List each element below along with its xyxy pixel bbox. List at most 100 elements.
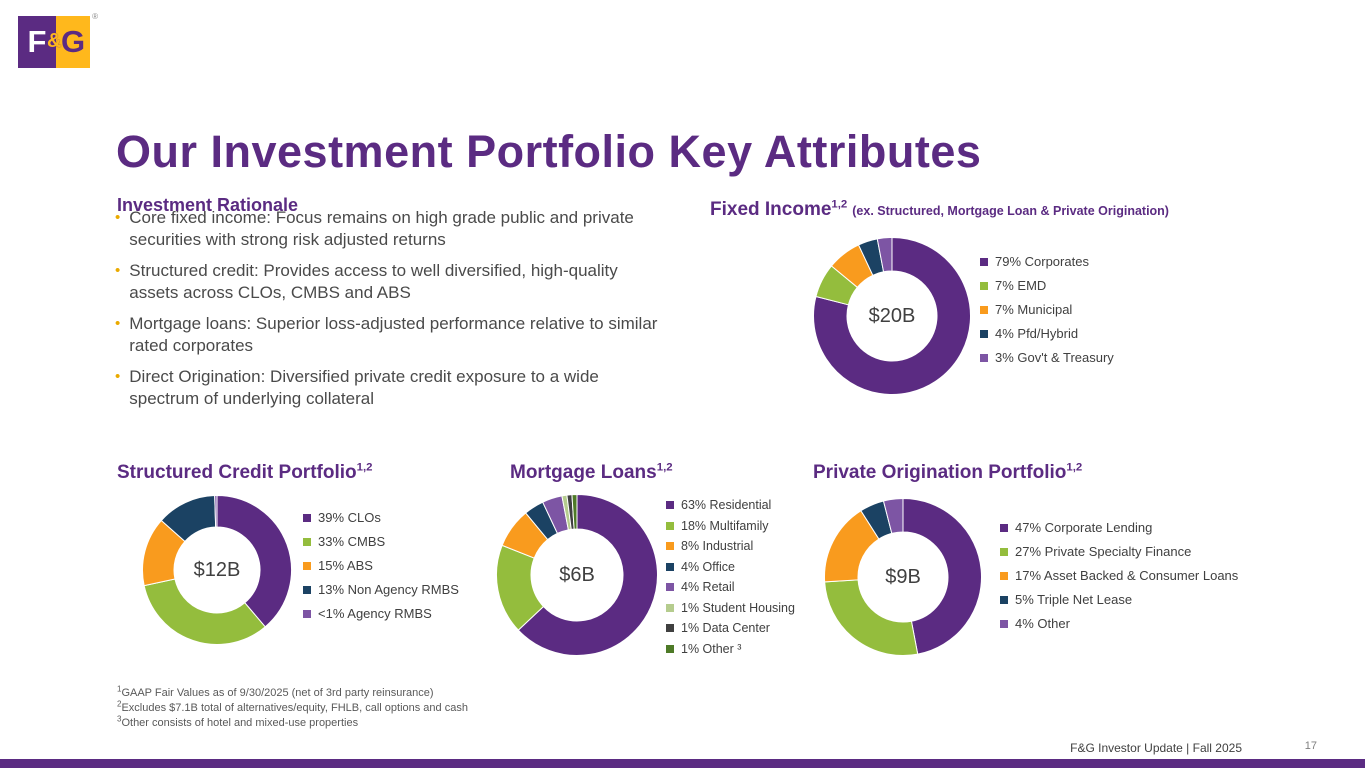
legend-swatch — [666, 624, 674, 633]
structured-credit-donut: $12B — [141, 494, 293, 646]
footnote: 3Other consists of hotel and mixed-use p… — [117, 714, 359, 729]
legend-label: 18% Multifamily — [681, 518, 769, 533]
donut-slice — [143, 578, 266, 645]
legend-swatch — [980, 353, 988, 362]
rationale-bullet: • Core fixed income: Focus remains on hig… — [115, 207, 667, 251]
rationale-bullet: • Structured credit: Provides access to w… — [115, 260, 667, 304]
legend-label: 3% Gov't & Treasury — [995, 350, 1114, 365]
fixed-income-legend: 79% Corporates 7% EMD 7% Municipal 4% Pfd/H… — [980, 255, 1114, 375]
legend-item: 79% Corporates — [980, 255, 1114, 268]
donut-slice — [517, 493, 658, 656]
legend-label: 79% Corporates — [995, 254, 1089, 269]
legend-label: 1% Student Housing — [681, 600, 795, 615]
legend-item: 18% Multifamily — [666, 518, 795, 533]
structured-credit-title: Structured Credit Portfolio1,2 — [117, 461, 373, 483]
legend-swatch — [303, 561, 311, 570]
legend-swatch — [980, 281, 988, 290]
legend-label: 1% Other ³ — [681, 641, 742, 656]
mortgage-loans-donut: $6B — [495, 493, 659, 657]
legend-label: <1% Agency RMBS — [318, 606, 432, 621]
donut-slice — [902, 497, 983, 655]
legend-item: 8% Industrial — [666, 540, 795, 553]
legend-swatch — [666, 583, 674, 592]
bullet-icon: • — [115, 315, 121, 332]
legend-swatch — [666, 521, 674, 530]
bullet-icon: • — [115, 368, 121, 385]
legend-swatch — [1000, 619, 1008, 628]
legend-swatch — [666, 501, 674, 510]
legend-label: 8% Industrial — [681, 539, 754, 553]
legend-label: 13% Non Agency RMBS — [318, 582, 459, 597]
legend-item: 4% Retail — [666, 581, 795, 594]
legend-swatch — [980, 305, 988, 314]
legend-swatch — [303, 609, 311, 618]
rationale-bullet-text: Direct Origination: Diversified private … — [129, 367, 599, 408]
legend-item: <1% Agency RMBS — [303, 607, 459, 620]
legend-swatch — [303, 585, 311, 594]
legend-item: 4% Office — [666, 559, 795, 574]
legend-item: 1% Student Housing — [666, 600, 795, 615]
legend-label: 4% Office — [681, 559, 735, 574]
slide-footer-bar — [0, 759, 1365, 768]
private-origination-legend: 47% Corporate Lending 27% Private Special… — [1000, 521, 1238, 641]
legend-swatch — [1000, 571, 1008, 580]
rationale-bullet-text: Structured credit: Provides access to we… — [129, 261, 618, 302]
legend-label: 7% EMD — [995, 278, 1047, 293]
fixed-income-donut-svg — [813, 236, 971, 395]
legend-item: 33% CMBS — [303, 535, 459, 548]
donut-slice — [214, 494, 218, 528]
legend-swatch — [980, 329, 988, 338]
fixed-income-donut: $20B — [812, 236, 972, 396]
legend-swatch — [303, 537, 311, 546]
legend-swatch — [980, 257, 988, 266]
legend-item: 1% Data Center — [666, 622, 795, 635]
private-origination-title: Private Origination Portfolio1,2 — [813, 461, 1083, 483]
logo-letter-g: G — [56, 16, 90, 68]
fixed-income-title: Fixed Income1,2 (ex. Structured, Mortgage… — [710, 198, 1169, 220]
rationale-heading: Investment Rationale — [117, 194, 299, 215]
slide-title: Our Investment Portfolio Key Attributes — [116, 126, 982, 178]
footnote: 1GAAP Fair Values as of 9/30/2025 (net o… — [117, 684, 434, 699]
fg-logo: F G & ® — [18, 12, 98, 68]
private-origination-donut: $9B — [823, 497, 983, 657]
legend-item: 7% EMD — [980, 279, 1114, 292]
donut-slice — [882, 497, 904, 535]
donut-slice — [571, 493, 578, 530]
legend-label: 15% ABS — [318, 558, 373, 573]
donut-slice — [216, 494, 292, 628]
logo-ampersand: & — [47, 30, 62, 52]
legend-swatch — [666, 562, 674, 571]
fixed-income-subtitle: (ex. Structured, Mortgage Loan & Private… — [852, 203, 1169, 218]
bullet-icon: • — [115, 262, 121, 279]
legend-label: 47% Corporate Lending — [1015, 520, 1153, 535]
page-number: 17 — [1304, 740, 1317, 752]
legend-item: 15% ABS — [303, 559, 459, 572]
mortgage-loans-donut-svg — [496, 493, 658, 656]
legend-label: 27% Private Specialty Finance — [1015, 544, 1192, 559]
legend-label: 1% Data Center — [681, 621, 770, 635]
legend-swatch — [1000, 523, 1008, 532]
legend-swatch — [666, 542, 674, 551]
footer-text: F&G Investor Update | Fall 2025 — [1070, 741, 1242, 755]
rationale-bullet: • Direct Origination: Diversified private… — [115, 366, 667, 410]
legend-label: 17% Asset Backed & Consumer Loans — [1015, 568, 1239, 583]
donut-slice — [876, 236, 893, 273]
legend-label: 7% Municipal — [995, 302, 1073, 317]
rationale-bullet-text: Mortgage loans: Superior loss-adjusted p… — [129, 314, 658, 355]
legend-item: 13% Non Agency RMBS — [303, 583, 459, 596]
legend-item: 5% Triple Net Lease — [1000, 593, 1238, 606]
legend-swatch — [666, 603, 674, 612]
structured-credit-legend: 39% CLOs 33% CMBS 15% ABS 13% Non Agency RM… — [303, 511, 459, 631]
legend-swatch — [1000, 595, 1008, 604]
legend-label: 4% Other — [1015, 616, 1070, 631]
legend-item: 7% Municipal — [980, 303, 1114, 316]
legend-swatch — [666, 644, 674, 653]
footnotes: 1GAAP Fair Values as of 9/30/2025 (net o… — [117, 684, 468, 731]
legend-item: 1% Other ³ — [666, 641, 795, 656]
legend-swatch — [303, 513, 311, 522]
legend-label: 4% Retail — [681, 580, 735, 594]
legend-label: 63% Residential — [681, 498, 772, 512]
legend-item: 4% Pfd/Hybrid — [980, 327, 1114, 340]
mortgage-loans-title: Mortgage Loans1,2 — [510, 461, 673, 483]
legend-swatch — [1000, 547, 1008, 556]
